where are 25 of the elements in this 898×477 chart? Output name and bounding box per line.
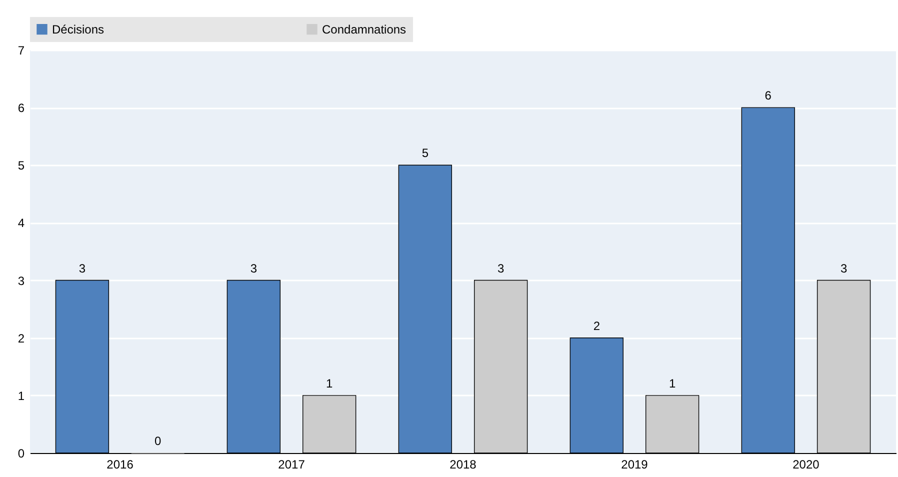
y-tick-label: 4 <box>18 216 25 230</box>
data-label: 3 <box>250 261 258 276</box>
y-tick-label: 5 <box>18 158 25 173</box>
y-tick-label: 0 <box>18 446 25 460</box>
y-tick-label: 6 <box>18 101 25 116</box>
data-label: 5 <box>422 146 429 160</box>
data-label: 1 <box>326 376 333 390</box>
data-label: 2 <box>593 318 600 333</box>
y-tick-label: 3 <box>18 274 25 288</box>
data-label: 6 <box>764 88 772 103</box>
x-tick-label: 2020 <box>792 458 820 472</box>
data-label: 3 <box>840 261 848 276</box>
x-tick-label: 2016 <box>106 458 134 472</box>
data-label: 3 <box>78 261 86 276</box>
x-tick-label: 2018 <box>450 458 477 472</box>
data-label: 0 <box>154 434 162 448</box>
y-tick-label: 7 <box>18 44 25 58</box>
y-tick-label: 2 <box>18 331 25 346</box>
x-tick-label: 2019 <box>621 458 648 472</box>
legend-label: Décisions <box>52 22 104 36</box>
data-label: 3 <box>497 261 504 276</box>
x-tick-label: 2017 <box>278 458 306 472</box>
legend-label: Condamnations <box>322 22 406 36</box>
data-label: 1 <box>668 376 676 390</box>
y-tick-label: 1 <box>18 388 25 403</box>
